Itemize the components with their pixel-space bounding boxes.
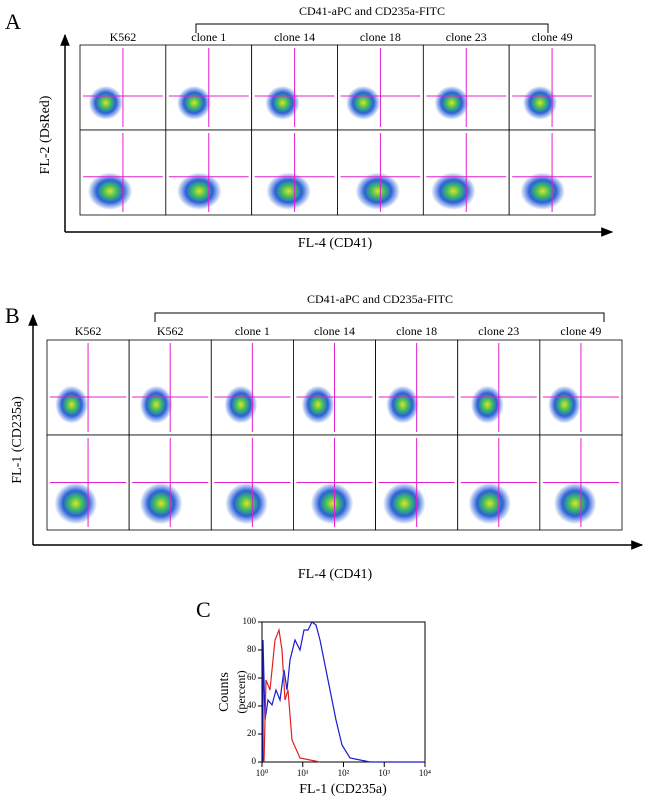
cell-population — [548, 385, 581, 424]
cell-population — [87, 172, 133, 210]
cell-population — [553, 482, 597, 525]
cell-population — [470, 385, 504, 424]
x-axis-label: FL-4 (CD41) — [298, 567, 373, 582]
cell-population — [266, 172, 311, 210]
cell-population — [522, 85, 558, 120]
cell-population — [139, 385, 173, 424]
x-axis-label: FL-4 (CD41) — [298, 236, 373, 251]
column-label: clone 49 — [560, 324, 601, 338]
panel-title: CD41-aPC and CD235a-FITC — [307, 292, 453, 306]
cell-population — [265, 85, 300, 120]
cell-population — [434, 85, 469, 120]
x-tick-label: 10⁴ — [419, 768, 431, 778]
cell-population — [468, 482, 512, 525]
x-tick-label: 10¹ — [297, 768, 309, 778]
cell-population — [225, 482, 268, 525]
column-label: K562 — [75, 324, 102, 338]
cell-population — [386, 385, 420, 424]
y-axis-label: Counts — [217, 672, 232, 712]
cell-population — [224, 385, 258, 424]
cell-population — [310, 482, 354, 525]
column-label: clone 1 — [235, 324, 270, 338]
axes: 0 20 40 60 80 100 10⁰ 10¹ 10² 10³ 10⁴ — [243, 616, 432, 778]
y-axis-label: FL-1 (CD235a) — [10, 396, 25, 484]
x-tick-label: 10³ — [378, 768, 390, 778]
cell-population — [88, 85, 123, 120]
column-label: clone 1 — [191, 30, 226, 44]
cell-population — [382, 482, 426, 525]
y-tick-label: 0 — [252, 756, 257, 766]
x-tick-label: 10² — [338, 768, 350, 778]
cell-population — [54, 482, 98, 525]
cell-population — [176, 172, 222, 210]
y-tick-label: 60 — [247, 672, 257, 682]
y-axis-label: FL-2 (DsRed) — [38, 95, 53, 174]
histogram-curve — [262, 621, 425, 763]
cell-population — [139, 482, 183, 525]
column-label: clone 14 — [314, 324, 355, 338]
panel-label: C — [196, 597, 211, 622]
plot-grid: K562 K562 clone 1 clone 14 clone 18 clone 23 c… — [46, 324, 623, 531]
cell-population — [55, 385, 89, 424]
column-label: clone 49 — [532, 30, 573, 44]
y-tick-label: 100 — [243, 616, 257, 626]
y-tick-label: 20 — [247, 728, 257, 738]
plot-grid: K562 clone 1 clone 14 clone 18 clone 23 clone… — [79, 30, 596, 216]
panel-label: A — [5, 9, 21, 34]
panel-title: CD41-aPC and CD235a-FITC — [299, 4, 445, 18]
histogram-curve — [263, 627, 321, 763]
plot-frame — [261, 621, 426, 763]
bracket — [195, 23, 549, 33]
y-tick-label: 40 — [247, 700, 257, 710]
column-label: clone 23 — [446, 30, 487, 44]
column-label: K562 — [157, 324, 184, 338]
cell-population — [431, 172, 476, 210]
column-label: clone 18 — [360, 30, 401, 44]
x-tick-label: 10⁰ — [256, 768, 269, 778]
cell-population — [355, 172, 401, 210]
cell-population — [346, 85, 381, 120]
column-label: clone 14 — [274, 30, 315, 44]
column-label: K562 — [110, 30, 137, 44]
x-axis-label: FL-1 (CD235a) — [299, 782, 387, 797]
bracket — [154, 312, 605, 322]
cell-population — [520, 172, 565, 210]
cell-population — [176, 85, 212, 120]
cell-population — [301, 385, 335, 424]
y-tick-label: 80 — [247, 644, 257, 654]
column-label: clone 23 — [478, 324, 519, 338]
panel-label: B — [5, 303, 20, 328]
column-label: clone 18 — [396, 324, 437, 338]
y-axis-label: (percent) — [234, 670, 248, 713]
